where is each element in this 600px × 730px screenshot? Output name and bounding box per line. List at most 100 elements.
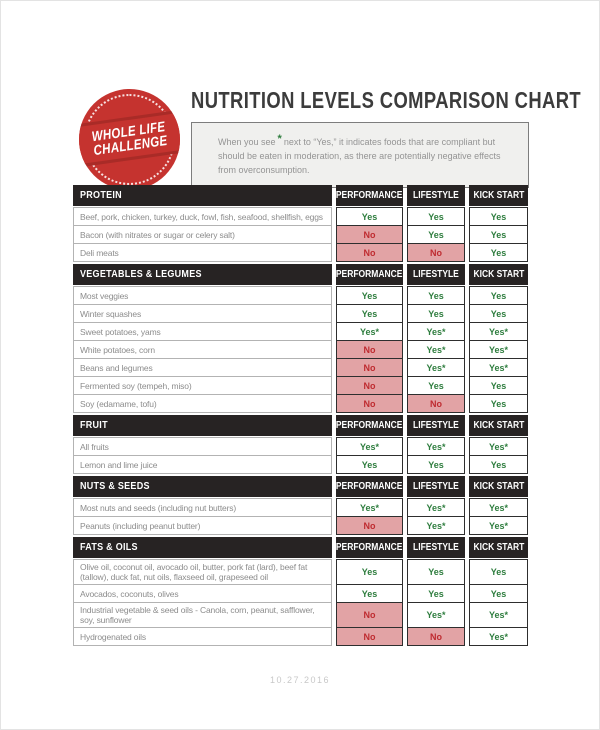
value-cell: No bbox=[336, 243, 403, 262]
table-row: All fruits Yes* Yes* Yes* bbox=[73, 437, 529, 456]
value-cell: Yes* bbox=[407, 516, 465, 535]
value-cell: No bbox=[336, 376, 403, 395]
value-cell: Yes* bbox=[469, 322, 528, 341]
value-cell: No bbox=[407, 627, 465, 646]
food-label: Beef, pork, chicken, turkey, duck, fowl,… bbox=[73, 207, 332, 226]
value-cell: No bbox=[336, 225, 403, 244]
table-row: Winter squashes Yes Yes Yes bbox=[73, 304, 529, 323]
food-label: Olive oil, coconut oil, avocado oil, but… bbox=[73, 559, 332, 585]
value-cell: Yes bbox=[469, 286, 528, 305]
value-cell: Yes bbox=[336, 207, 403, 226]
section-title: FATS & OILS bbox=[73, 537, 332, 558]
table-section-vegetables-legumes: VEGETABLES & LEGUMES PERFORMANCE LIFESTYLE… bbox=[73, 264, 529, 413]
value-cell: Yes* bbox=[336, 437, 403, 456]
column-header-kick-start: KICK START bbox=[469, 264, 528, 285]
column-header-kick-start: KICK START bbox=[469, 185, 528, 206]
column-header-performance: PERFORMANCE bbox=[336, 476, 403, 497]
food-label: Beans and legumes bbox=[73, 358, 332, 377]
value-cell: Yes* bbox=[407, 340, 465, 359]
value-cell: No bbox=[407, 394, 465, 413]
value-cell: Yes bbox=[469, 304, 528, 323]
table-row: Most veggies Yes Yes Yes bbox=[73, 286, 529, 305]
section-header-row: NUTS & SEEDS PERFORMANCE LIFESTYLE KICK STA… bbox=[73, 476, 529, 497]
column-header-lifestyle: LIFESTYLE bbox=[407, 264, 465, 285]
food-label: Industrial vegetable & seed oils - Canol… bbox=[73, 602, 332, 628]
value-cell: Yes bbox=[336, 304, 403, 323]
section-header-row: VEGETABLES & LEGUMES PERFORMANCE LIFESTYLE… bbox=[73, 264, 529, 285]
food-label: Most nuts and seeds (including nut butte… bbox=[73, 498, 332, 517]
value-cell: Yes* bbox=[407, 602, 465, 628]
value-cell: Yes bbox=[469, 559, 528, 585]
food-label: Hydrogenated oils bbox=[73, 627, 332, 646]
food-label: Avocados, coconuts, olives bbox=[73, 584, 332, 603]
value-cell: Yes bbox=[336, 584, 403, 603]
value-cell: Yes bbox=[336, 559, 403, 585]
section-title: PROTEIN bbox=[73, 185, 332, 206]
section-header-row: FRUIT PERFORMANCE LIFESTYLE KICK START bbox=[73, 415, 529, 436]
moderation-note: When you see * next to “Yes,” it indicates… bbox=[191, 122, 529, 188]
value-cell: Yes* bbox=[336, 322, 403, 341]
food-label: Soy (edamame, tofu) bbox=[73, 394, 332, 413]
table-row: Hydrogenated oils No No Yes* bbox=[73, 627, 529, 646]
value-cell: Yes bbox=[469, 376, 528, 395]
section-header-row: FATS & OILS PERFORMANCE LIFESTYLE KICK STAR… bbox=[73, 537, 529, 558]
table-row: Olive oil, coconut oil, avocado oil, but… bbox=[73, 559, 529, 585]
value-cell: Yes bbox=[407, 286, 465, 305]
value-cell: Yes bbox=[407, 207, 465, 226]
value-cell: No bbox=[336, 358, 403, 377]
value-cell: Yes bbox=[407, 304, 465, 323]
column-header-performance: PERFORMANCE bbox=[336, 264, 403, 285]
value-cell: No bbox=[336, 627, 403, 646]
food-label: White potatoes, corn bbox=[73, 340, 332, 359]
note-suffix: next to “Yes,” it indicates foods that a… bbox=[218, 137, 501, 175]
table-section-fruit: FRUIT PERFORMANCE LIFESTYLE KICK START All f… bbox=[73, 415, 529, 474]
food-label: Deli meats bbox=[73, 243, 332, 262]
whole-life-challenge-logo: WHOLE LIFE CHALLENGE bbox=[79, 89, 180, 190]
table-row: Deli meats No No Yes bbox=[73, 243, 529, 262]
value-cell: Yes* bbox=[469, 340, 528, 359]
table-row: Most nuts and seeds (including nut butte… bbox=[73, 498, 529, 517]
column-header-kick-start: KICK START bbox=[469, 476, 528, 497]
table-row: Beans and legumes No Yes* Yes* bbox=[73, 358, 529, 377]
food-label: Most veggies bbox=[73, 286, 332, 305]
value-cell: Yes* bbox=[469, 602, 528, 628]
page-title: NUTRITION LEVELS COMPARISON CHART bbox=[191, 87, 582, 113]
section-title: NUTS & SEEDS bbox=[73, 476, 332, 497]
value-cell: Yes* bbox=[469, 516, 528, 535]
value-cell: Yes* bbox=[469, 437, 528, 456]
food-label: Bacon (with nitrates or sugar or celery … bbox=[73, 225, 332, 244]
food-label: Sweet potatoes, yams bbox=[73, 322, 332, 341]
value-cell: Yes bbox=[336, 455, 403, 474]
value-cell: No bbox=[407, 243, 465, 262]
food-label: Fermented soy (tempeh, miso) bbox=[73, 376, 332, 395]
note-prefix: When you see bbox=[218, 137, 276, 147]
column-header-kick-start: KICK START bbox=[469, 537, 528, 558]
section-title: VEGETABLES & LEGUMES bbox=[73, 264, 332, 285]
value-cell: Yes bbox=[336, 286, 403, 305]
value-cell: Yes* bbox=[407, 322, 465, 341]
column-header-kick-start: KICK START bbox=[469, 415, 528, 436]
value-cell: Yes bbox=[407, 584, 465, 603]
value-cell: Yes bbox=[407, 225, 465, 244]
value-cell: Yes bbox=[407, 376, 465, 395]
value-cell: No bbox=[336, 394, 403, 413]
value-cell: No bbox=[336, 602, 403, 628]
column-header-lifestyle: LIFESTYLE bbox=[407, 185, 465, 206]
footer-date: 10.27.2016 bbox=[269, 675, 331, 685]
value-cell: Yes* bbox=[407, 498, 465, 517]
table-row: Soy (edamame, tofu) No No Yes bbox=[73, 394, 529, 413]
value-cell: No bbox=[336, 516, 403, 535]
value-cell: Yes bbox=[469, 584, 528, 603]
value-cell: Yes bbox=[469, 455, 528, 474]
table-row: Peanuts (including peanut butter) No Yes* Y… bbox=[73, 516, 529, 535]
food-label: Winter squashes bbox=[73, 304, 332, 323]
column-header-performance: PERFORMANCE bbox=[336, 415, 403, 436]
table-row: Lemon and lime juice Yes Yes Yes bbox=[73, 455, 529, 474]
value-cell: Yes bbox=[407, 559, 465, 585]
section-title: FRUIT bbox=[73, 415, 332, 436]
value-cell: Yes bbox=[407, 455, 465, 474]
value-cell: Yes* bbox=[469, 498, 528, 517]
value-cell: Yes bbox=[469, 207, 528, 226]
food-label: All fruits bbox=[73, 437, 332, 456]
